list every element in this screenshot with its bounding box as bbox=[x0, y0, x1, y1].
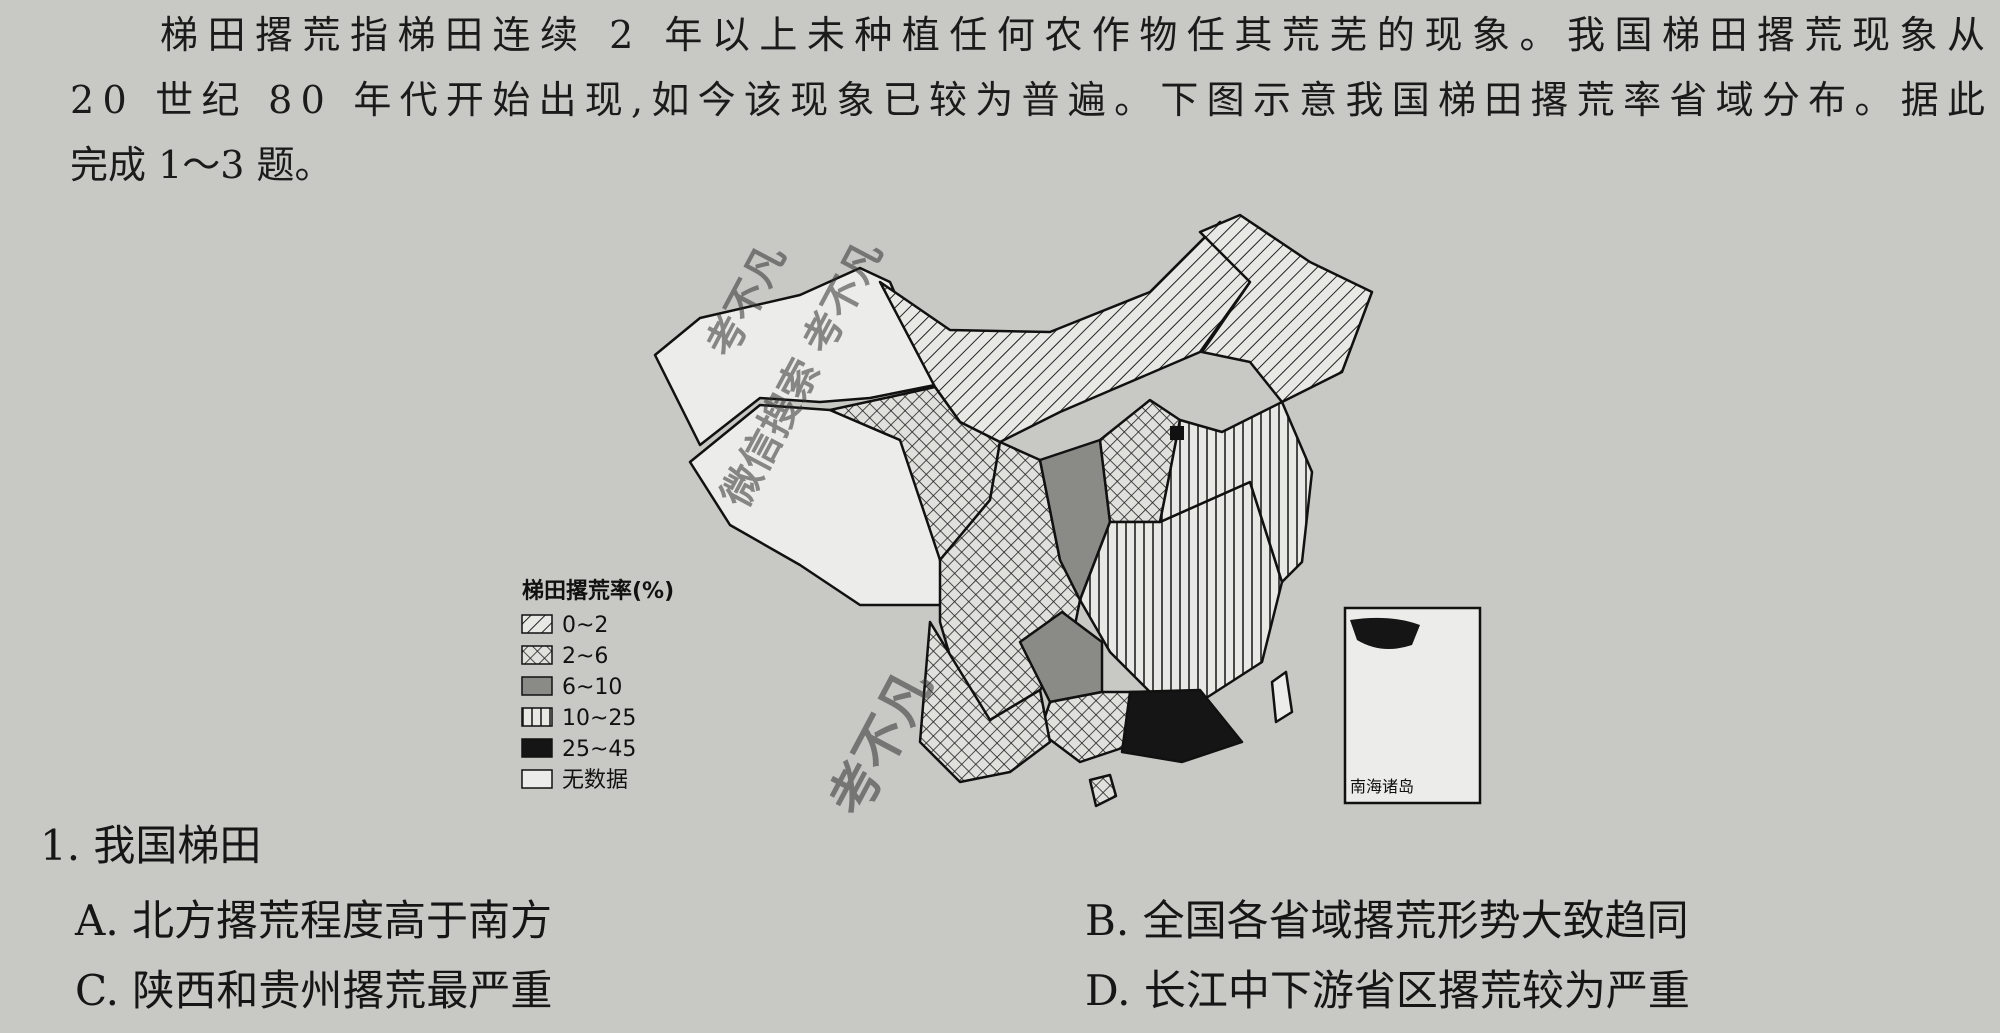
legend-label: 无数据 bbox=[562, 768, 628, 793]
region bbox=[653, 266, 937, 447]
inset-coast bbox=[1350, 617, 1420, 649]
legend-swatch bbox=[521, 645, 553, 665]
legend-swatch bbox=[521, 707, 553, 727]
region bbox=[1158, 400, 1314, 584]
legend-label: 25~45 bbox=[562, 737, 636, 762]
passage-line: 梯田撂荒指梯田连续 2 年以上未种植任何农作物任其荒芜的现象。我国梯田撂荒现象从 bbox=[160, 13, 1985, 57]
legend-label: 0~2 bbox=[562, 613, 608, 638]
region bbox=[1018, 610, 1104, 704]
region bbox=[918, 620, 1052, 784]
option: B. 全国各省域撂荒形势大致趋同 bbox=[1085, 896, 1689, 945]
passage-line: 20 世纪 80 年代开始出现,如今该现象已较为普遍。下图示意我国梯田撂荒率省域… bbox=[70, 78, 1985, 122]
question-stem: 1. 我国梯田 bbox=[40, 821, 261, 870]
legend-label: 6~10 bbox=[562, 675, 622, 700]
legend: 梯田撂荒率(%) 0~2 2~6 6~10 10~25 25~45 无数据 bbox=[521, 578, 674, 793]
region bbox=[1270, 670, 1294, 724]
inset-label: 南海诸岛 bbox=[1350, 777, 1414, 796]
passage-line: 完成 1～3 题。 bbox=[70, 143, 333, 187]
region bbox=[1198, 213, 1374, 404]
legend-swatch bbox=[521, 676, 553, 696]
legend-swatch bbox=[521, 738, 553, 758]
legend-title: 梯田撂荒率(%) bbox=[522, 578, 674, 604]
region bbox=[1170, 426, 1184, 440]
option: C. 陕西和贵州撂荒最严重 bbox=[75, 966, 552, 1015]
legend-label: 2~6 bbox=[562, 644, 608, 669]
region bbox=[1088, 773, 1118, 808]
legend-swatch bbox=[521, 614, 553, 634]
legend-label: 10~25 bbox=[562, 706, 636, 731]
option: A. 北方撂荒程度高于南方 bbox=[74, 896, 552, 945]
map: 南海诸岛 考不凡 微信搜索 考不凡 考不凡 bbox=[653, 213, 1482, 826]
option: D. 长江中下游省区撂荒较为严重 bbox=[1085, 966, 1690, 1015]
legend-swatch bbox=[521, 769, 553, 789]
region bbox=[1120, 688, 1244, 764]
